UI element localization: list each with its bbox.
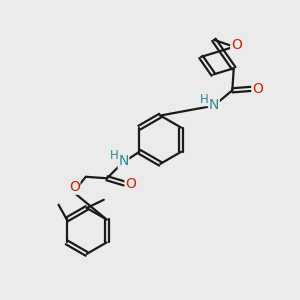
Text: N: N	[118, 154, 129, 169]
Text: H: H	[200, 93, 209, 106]
Text: O: O	[69, 180, 80, 194]
Text: O: O	[231, 38, 242, 52]
Text: O: O	[252, 82, 263, 96]
Text: H: H	[110, 149, 119, 162]
Text: O: O	[125, 177, 136, 190]
Text: N: N	[209, 98, 219, 112]
